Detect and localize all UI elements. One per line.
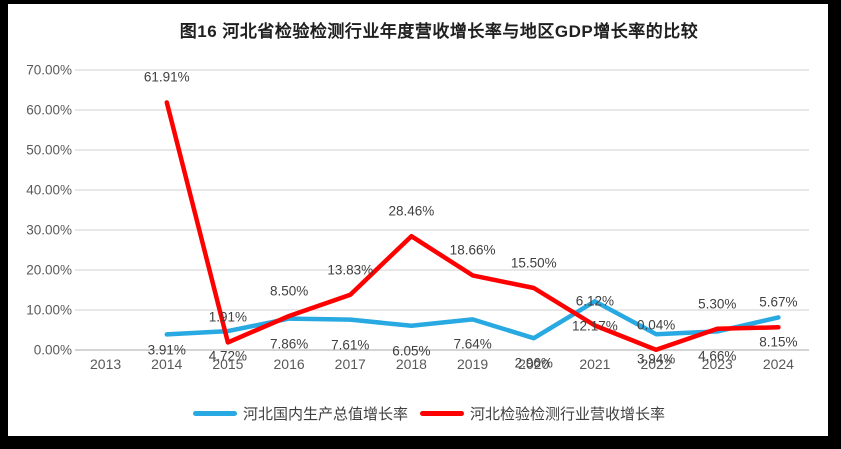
legend: 河北国内生产总值增长率 河北检验检测行业营收增长率 <box>8 401 828 425</box>
data-label: 7.64% <box>453 336 492 352</box>
chart-card: 图16 河北省检验检测行业年度营收增长率与地区GDP增长率的比较 0.00% 10… <box>8 4 828 436</box>
y-axis-tick-label: 40.00% <box>26 182 72 198</box>
x-axis-year-label: 2022 <box>640 356 672 372</box>
x-axis-year-label: 2014 <box>151 356 183 372</box>
data-label: 5.67% <box>759 294 798 310</box>
data-label: 8.50% <box>269 283 309 299</box>
data-label: 6.05% <box>392 343 431 359</box>
data-label: 61.91% <box>143 69 190 85</box>
data-label: 3.94% <box>636 351 676 367</box>
x-axis-year-label: 2018 <box>395 356 427 372</box>
data-label: 7.61% <box>331 337 370 353</box>
legend-label-gdp: 河北国内生产总值增长率 <box>242 405 408 423</box>
data-label: 8.15% <box>759 334 798 350</box>
y-axis-tick-label: 70.00% <box>26 62 72 78</box>
revenue-growth-line <box>164 100 781 353</box>
y-axis-tick-label: 30.00% <box>26 222 72 238</box>
gdp-growth-line <box>164 299 781 341</box>
x-axis-year-label: 2023 <box>701 356 733 372</box>
legend-item-gdp: 河北国内生产总值增长率 <box>192 403 408 424</box>
gridlines <box>75 69 809 351</box>
plot-area <box>75 69 809 353</box>
legend-label-revenue: 河北检验检测行业营收增长率 <box>470 405 666 423</box>
y-axis-tick-label: 0.00% <box>33 342 72 358</box>
data-label: 0.04% <box>636 317 676 333</box>
y-axis-tick-label: 60.00% <box>26 102 72 118</box>
x-axis-year-label: 2013 <box>90 356 122 372</box>
data-label: 6.12% <box>575 293 615 309</box>
y-axis-tick-label: 10.00% <box>26 302 72 318</box>
revenue-line-swatch-icon <box>420 410 464 416</box>
data-label: 15.50% <box>510 255 557 271</box>
data-label: 18.66% <box>449 242 496 258</box>
x-axis-year-label: 2016 <box>273 356 305 372</box>
data-label: 12.17% <box>572 318 618 334</box>
legend-item-revenue: 河北检验检测行业营收增长率 <box>420 403 665 424</box>
data-label: 7.86% <box>269 336 309 352</box>
data-label: 2.96% <box>514 355 553 371</box>
x-axis-year-label: 2019 <box>457 356 489 372</box>
data-label: 4.72% <box>208 348 248 364</box>
chart-title: 图16 河北省检验检测行业年度营收增长率与地区GDP增长率的比较 <box>179 22 699 41</box>
x-axis-year-label: 2024 <box>762 356 794 372</box>
y-axis-tick-label: 50.00% <box>26 142 72 158</box>
x-axis-year-label: 2020 <box>518 356 550 372</box>
data-label: 3.91% <box>147 342 186 358</box>
gdp-line-swatch-icon <box>192 410 237 416</box>
data-label: 1.91% <box>208 309 248 325</box>
data-label: 28.46% <box>388 203 435 219</box>
x-axis-year-label: 2017 <box>334 356 366 372</box>
data-label: 4.66% <box>698 348 737 364</box>
x-axis-year-label: 2021 <box>579 356 611 372</box>
data-label: 5.30% <box>698 296 737 312</box>
x-axis-year-label: 2015 <box>212 356 244 372</box>
y-axis-tick-label: 20.00% <box>26 262 72 278</box>
data-label: 13.83% <box>327 262 374 278</box>
